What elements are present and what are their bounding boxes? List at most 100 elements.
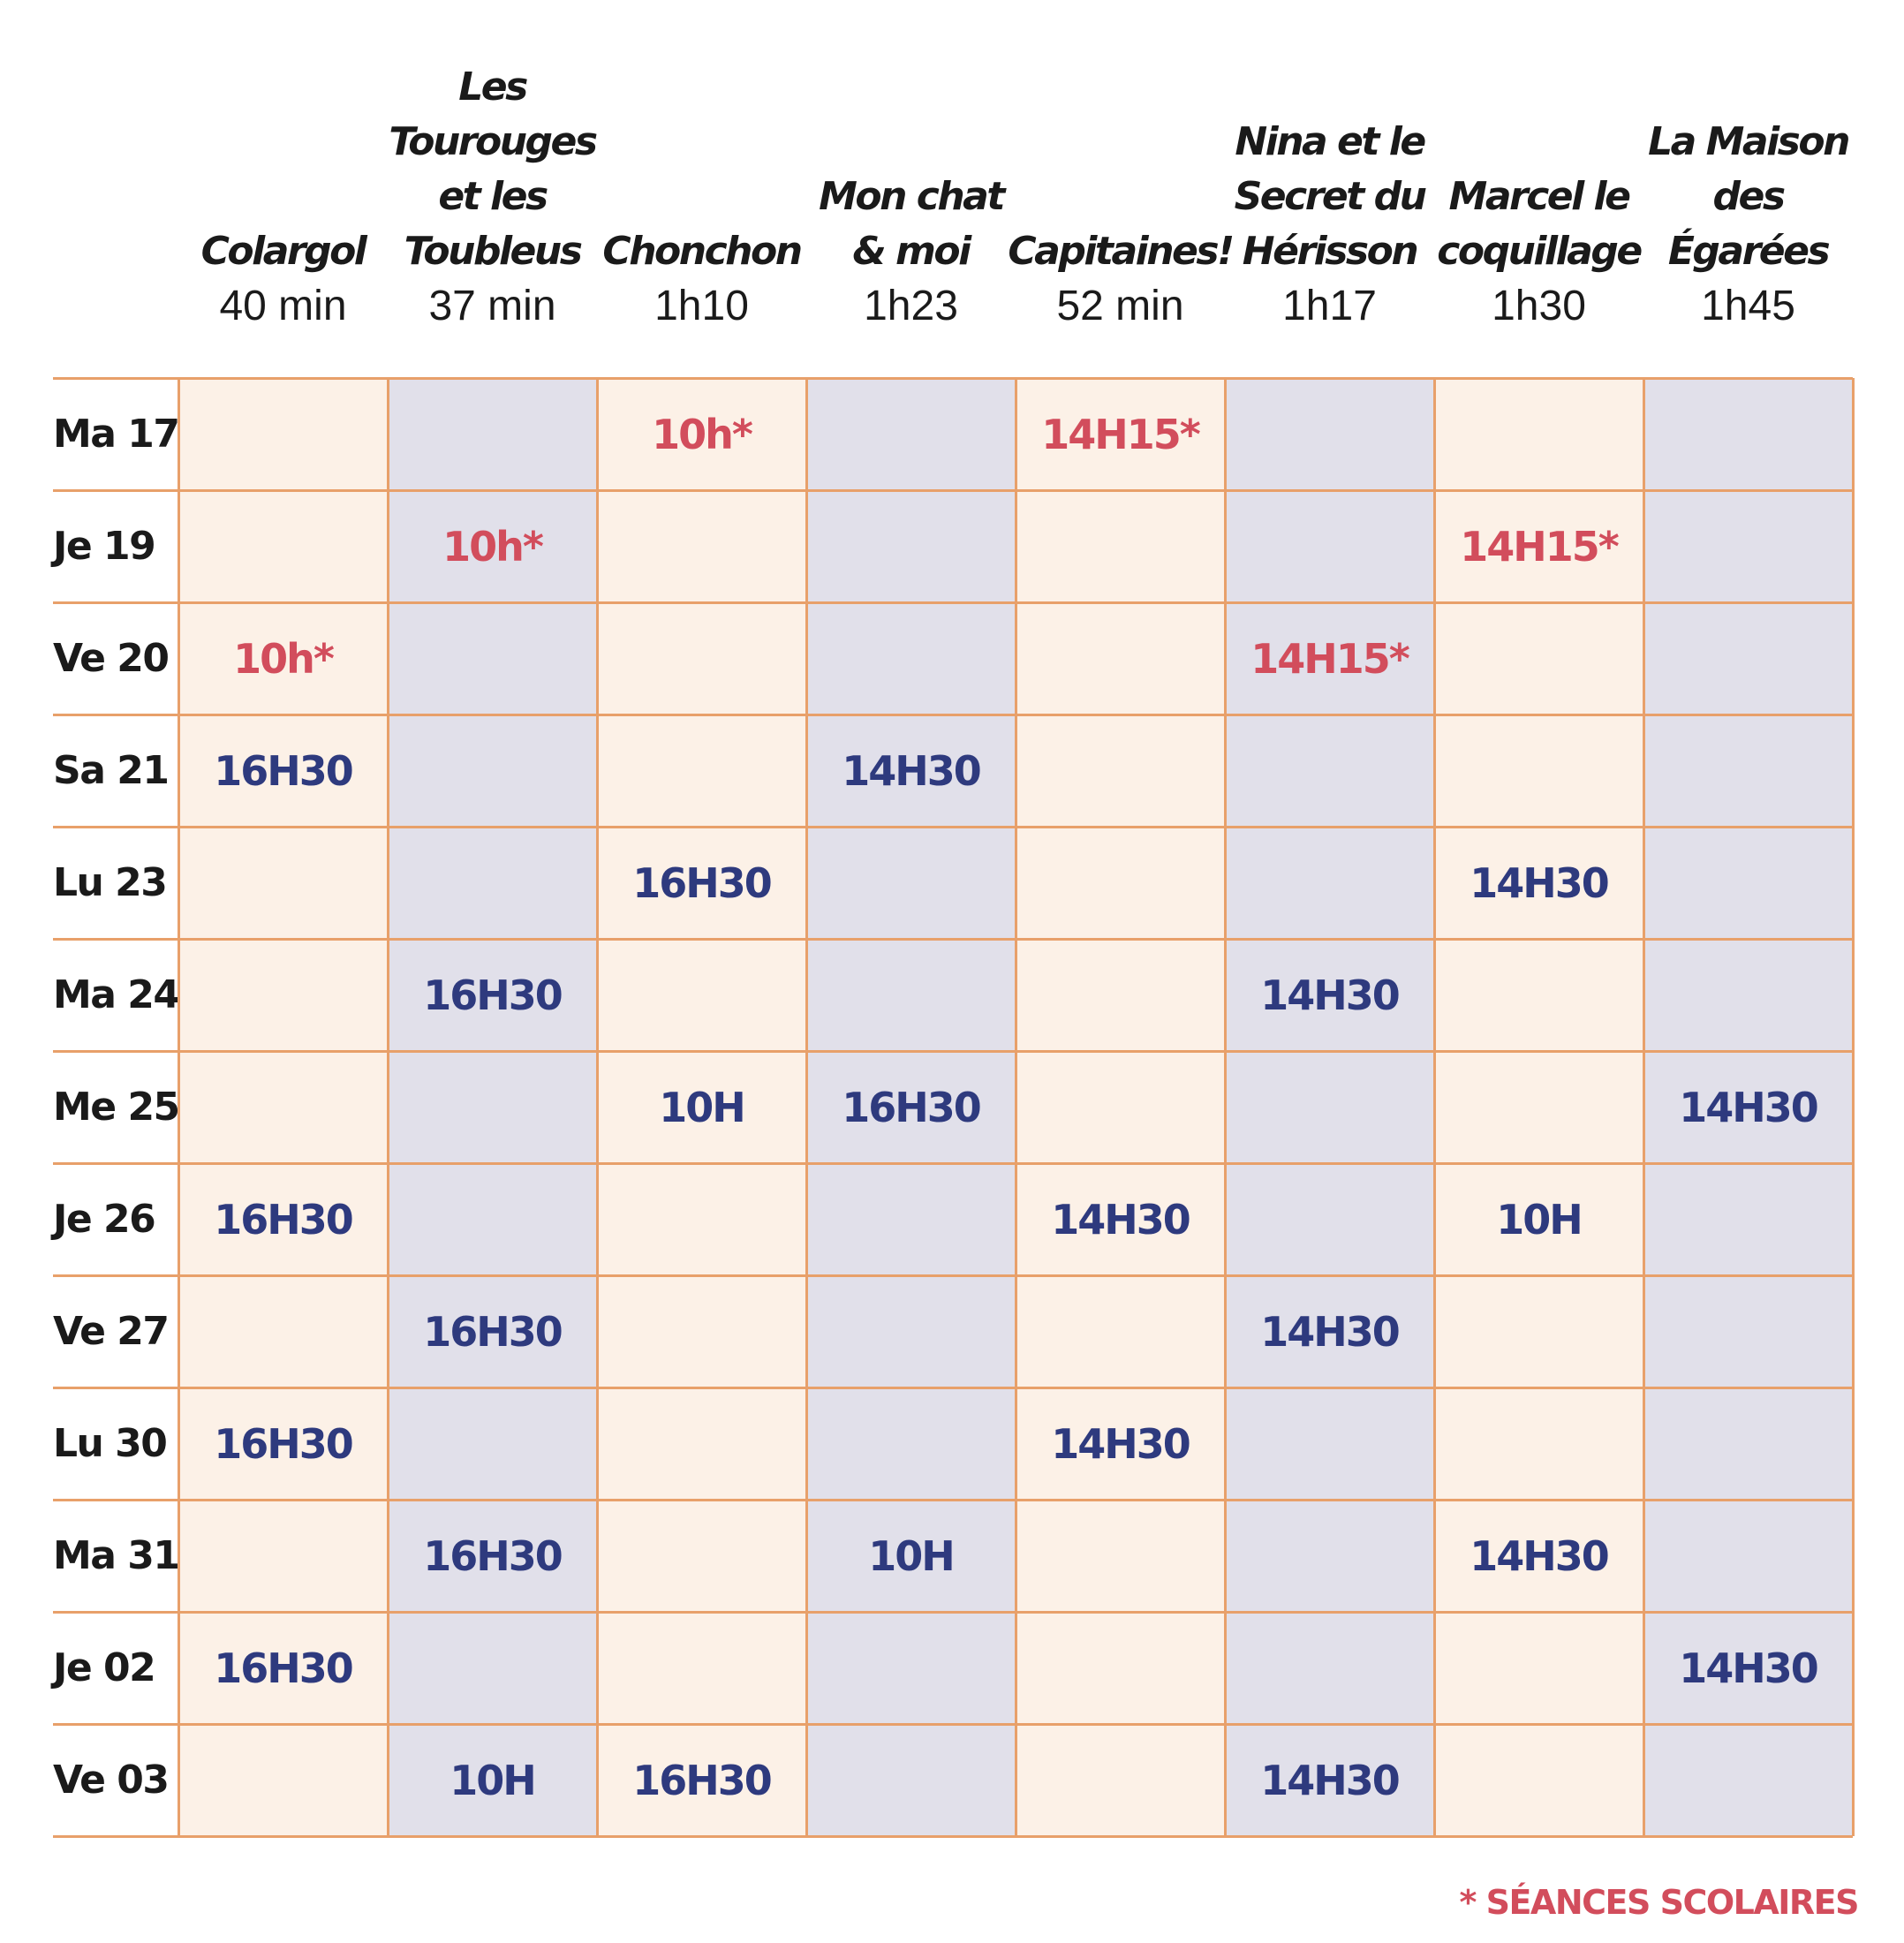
schedule-cell: 16H30 [806, 1051, 1016, 1163]
schedule-cell [1225, 378, 1434, 490]
schedule-cell: 14H15* [1225, 602, 1434, 714]
schedule-cell: 14H30 [1016, 1163, 1225, 1275]
grid-line [1851, 378, 1855, 1836]
schedule-cell [597, 939, 806, 1051]
schedule-cell [1225, 1163, 1434, 1275]
schedule-cell [806, 827, 1016, 939]
schedule-cell [597, 1612, 806, 1724]
schedule-cell [388, 1051, 597, 1163]
schedule-cell: 10h* [388, 490, 597, 602]
day-label: Je 19 [53, 524, 156, 569]
schedule-cell: 16H30 [178, 1387, 388, 1500]
film-title: Les [458, 64, 528, 110]
film-title: Toubleus [404, 229, 583, 274]
schedule-cell [1434, 602, 1643, 714]
film-title: des [1712, 174, 1786, 219]
schedule-cell [597, 1500, 806, 1612]
schedule-cell [178, 1051, 388, 1163]
grid-line [53, 937, 1853, 941]
film-title: Nina et le [1235, 119, 1426, 164]
schedule-cell: 16H30 [388, 1275, 597, 1387]
schedule-cell [178, 1500, 388, 1612]
schedule-cell [597, 490, 806, 602]
schedule-cell: 14H15* [1016, 378, 1225, 490]
film-title: Égarées [1667, 229, 1831, 274]
film-title: La Maison [1648, 119, 1850, 164]
schedule-cell [388, 1387, 597, 1500]
schedule-cell: 10H [806, 1500, 1016, 1612]
film-duration: 1h45 [1701, 283, 1795, 329]
film-title: Marcel le [1448, 174, 1631, 219]
day-label: Je 02 [53, 1645, 156, 1690]
schedule-cell: 16H30 [388, 1500, 597, 1612]
schedule-cell [806, 490, 1016, 602]
schedule-cell [597, 1163, 806, 1275]
grid-line [53, 1049, 1853, 1053]
schedule-cell [1016, 1275, 1225, 1387]
schedule-cell [1016, 1724, 1225, 1836]
day-label: Ve 03 [53, 1758, 170, 1803]
film-column-header: Mon chat & moi 1h23 [806, 55, 1016, 334]
schedule-cell [178, 939, 388, 1051]
grid-line [1642, 378, 1645, 1836]
schedule-cell [597, 1275, 806, 1387]
schedule-cell: 10H [597, 1051, 806, 1163]
schedule-cell [1016, 1051, 1225, 1163]
film-duration: 1h17 [1282, 283, 1377, 329]
day-label: Ve 20 [53, 636, 170, 681]
day-label: Ve 27 [53, 1309, 170, 1354]
schedule-cell: 16H30 [597, 1724, 806, 1836]
schedule-cell [1643, 378, 1853, 490]
day-label: Ma 31 [53, 1533, 180, 1578]
schedule-cell [1643, 490, 1853, 602]
grid-line [53, 1834, 1853, 1838]
schedule-cell: 14H30 [806, 714, 1016, 827]
film-duration: 1h30 [1492, 283, 1586, 329]
film-title: et les [438, 174, 548, 219]
schedule-cell [1016, 714, 1225, 827]
grid-line [53, 713, 1853, 716]
grid-line [595, 378, 599, 1836]
grid-line [53, 1274, 1853, 1277]
schedule-cell [1016, 939, 1225, 1051]
film-duration: 1h10 [654, 283, 749, 329]
day-label: Me 25 [53, 1085, 180, 1130]
schedule-cell [1643, 1500, 1853, 1612]
film-title: coquillage [1437, 229, 1643, 274]
schedule-cell [1225, 827, 1434, 939]
schedule-cell [1225, 1051, 1434, 1163]
schedule-cell: 14H30 [1225, 939, 1434, 1051]
schedule-cell: 16H30 [178, 1612, 388, 1724]
schedule-cell [1643, 714, 1853, 827]
schedule-cell [597, 602, 806, 714]
schedule-cell [1016, 490, 1225, 602]
grid-line [386, 378, 389, 1836]
grid-line [53, 1722, 1853, 1726]
schedule-cell: 14H30 [1434, 1500, 1643, 1612]
schedule-cell: 16H30 [597, 827, 806, 939]
schedule-cell: 10H [388, 1724, 597, 1836]
schedule-cell: 10H [1434, 1163, 1643, 1275]
schedule-cell [178, 827, 388, 939]
schedule-cell [1225, 714, 1434, 827]
schedule-cell [388, 602, 597, 714]
schedule-cell [597, 714, 806, 827]
school-screenings-legend: * SÉANCES SCOLAIRES [1459, 1883, 1860, 1922]
schedule-cell [1434, 1051, 1643, 1163]
film-duration: 52 min [1056, 283, 1184, 329]
schedule-cell [1016, 1612, 1225, 1724]
schedule-cell [1225, 490, 1434, 602]
schedule-cell [806, 1387, 1016, 1500]
film-title: Mon chat [819, 174, 1005, 219]
schedule-cell [1434, 378, 1643, 490]
grid-line [53, 488, 1853, 492]
film-title: Chonchon [602, 229, 803, 274]
schedule-cell [1643, 939, 1853, 1051]
schedule-cell: 16H30 [178, 714, 388, 827]
schedule-cell [1225, 1387, 1434, 1500]
film-duration: 37 min [428, 283, 556, 329]
schedule-cell [1643, 1163, 1853, 1275]
day-label: Lu 30 [53, 1421, 168, 1466]
schedule-cell: 14H15* [1434, 490, 1643, 602]
